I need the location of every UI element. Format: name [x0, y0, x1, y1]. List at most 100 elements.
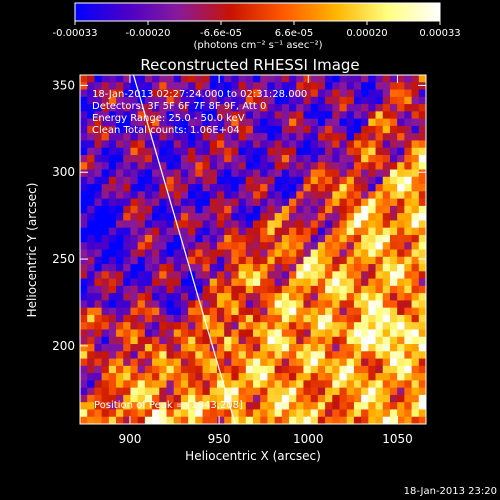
- heatmap-cell: [260, 176, 269, 185]
- heatmap-cell: [382, 169, 391, 178]
- heatmap-cell: [94, 416, 103, 424]
- heatmap-cell: [253, 133, 261, 142]
- heatmap-cell: [375, 147, 384, 156]
- heatmap-cell: [180, 96, 189, 105]
- heatmap-cell: [389, 256, 398, 265]
- heatmap-cell: [195, 358, 204, 367]
- heatmap-cell: [389, 104, 398, 112]
- heatmap-cell: [397, 409, 405, 418]
- heatmap-cell: [317, 242, 326, 251]
- heatmap-cell: [180, 416, 189, 424]
- heatmap-cell: [325, 285, 333, 294]
- heatmap-cell: [137, 336, 146, 345]
- heatmap-cell: [281, 365, 290, 374]
- heatmap-cell: [375, 278, 384, 287]
- y-tick-label: 300: [52, 165, 75, 179]
- heatmap-cell: [339, 387, 348, 396]
- heatmap-cell: [224, 329, 232, 338]
- heatmap-cells: [80, 75, 426, 424]
- heatmap-cell: [332, 96, 341, 105]
- heatmap-cell: [188, 380, 196, 389]
- heatmap-cell: [317, 133, 326, 142]
- heatmap-cell: [231, 213, 240, 222]
- heatmap-cell: [123, 96, 132, 105]
- heatmap-cell: [209, 402, 218, 411]
- heatmap-cell: [245, 213, 254, 222]
- heatmap-cell: [346, 198, 355, 207]
- heatmap-cell: [317, 336, 326, 345]
- heatmap-cell: [296, 300, 305, 309]
- heatmap-cell: [310, 336, 319, 345]
- heatmap-cell: [137, 322, 146, 331]
- heatmap-cell: [274, 373, 283, 381]
- heatmap-cell: [188, 416, 196, 424]
- heatmap-cell: [289, 285, 297, 294]
- heatmap-cell: [339, 82, 348, 91]
- heatmap-cell: [101, 351, 110, 360]
- heatmap-cell: [87, 154, 96, 163]
- heatmap-cell: [224, 380, 232, 389]
- heatmap-cell: [180, 205, 189, 214]
- heatmap-cell: [173, 242, 182, 251]
- heatmap-cell: [159, 162, 168, 171]
- heatmap-cell: [180, 358, 189, 367]
- heatmap-cell: [173, 176, 182, 185]
- heatmap-cell: [325, 256, 333, 265]
- heatmap-cell: [159, 133, 168, 142]
- heatmap-cell: [346, 191, 355, 200]
- heatmap-cell: [303, 162, 312, 171]
- heatmap-cell: [216, 358, 225, 367]
- heatmap-cell: [209, 184, 218, 192]
- heatmap-cell: [411, 220, 420, 229]
- heatmap-cell: [195, 314, 204, 323]
- heatmap-cell: [173, 89, 182, 98]
- heatmap-cell: [382, 118, 391, 127]
- heatmap-cell: [310, 409, 319, 418]
- heatmap-cell: [346, 394, 355, 403]
- heatmap-cell: [310, 365, 319, 374]
- heatmap-cell: [281, 89, 290, 98]
- heatmap-cell: [137, 234, 146, 243]
- heatmap-cell: [173, 125, 182, 134]
- heatmap-cell: [137, 314, 146, 323]
- heatmap-cell: [238, 409, 247, 418]
- heatmap-cell: [195, 387, 204, 396]
- heatmap-cell: [382, 365, 391, 374]
- heatmap-cell: [101, 191, 110, 200]
- heatmap-cell: [332, 169, 341, 178]
- heatmap-cell: [332, 118, 341, 127]
- heatmap-cell: [281, 358, 290, 367]
- heatmap-cell: [216, 184, 225, 192]
- heatmap-cell: [116, 358, 124, 367]
- heatmap-cell: [152, 125, 160, 134]
- heatmap-cell: [411, 176, 420, 185]
- heatmap-cell: [224, 293, 232, 301]
- heatmap-cell: [303, 176, 312, 185]
- heatmap-cell: [274, 307, 283, 316]
- heatmap-cell: [245, 162, 254, 171]
- heatmap-cell: [94, 307, 103, 316]
- heatmap-cell: [231, 285, 240, 294]
- heatmap-cell: [80, 176, 88, 185]
- heatmap-cell: [166, 387, 175, 396]
- heatmap-cell: [137, 307, 146, 316]
- heatmap-cell: [397, 380, 405, 389]
- heatmap-cell: [353, 300, 362, 309]
- heatmap-cell: [274, 416, 283, 424]
- heatmap-cell: [87, 278, 96, 287]
- heatmap-cell: [144, 293, 153, 301]
- heatmap-cell: [166, 314, 175, 323]
- heatmap-cell: [87, 300, 96, 309]
- heatmap-cell: [325, 140, 333, 149]
- heatmap-cell: [267, 373, 276, 381]
- heatmap-cell: [303, 82, 312, 91]
- heatmap-cell: [144, 307, 153, 316]
- heatmap-cell: [94, 227, 103, 236]
- heatmap-cell: [173, 416, 182, 424]
- heatmap-cell: [296, 285, 305, 294]
- heatmap-cell: [159, 394, 168, 403]
- heatmap-cell: [303, 278, 312, 287]
- heatmap-cell: [389, 314, 398, 323]
- heatmap-cell: [296, 133, 305, 142]
- heatmap-cell: [209, 89, 218, 98]
